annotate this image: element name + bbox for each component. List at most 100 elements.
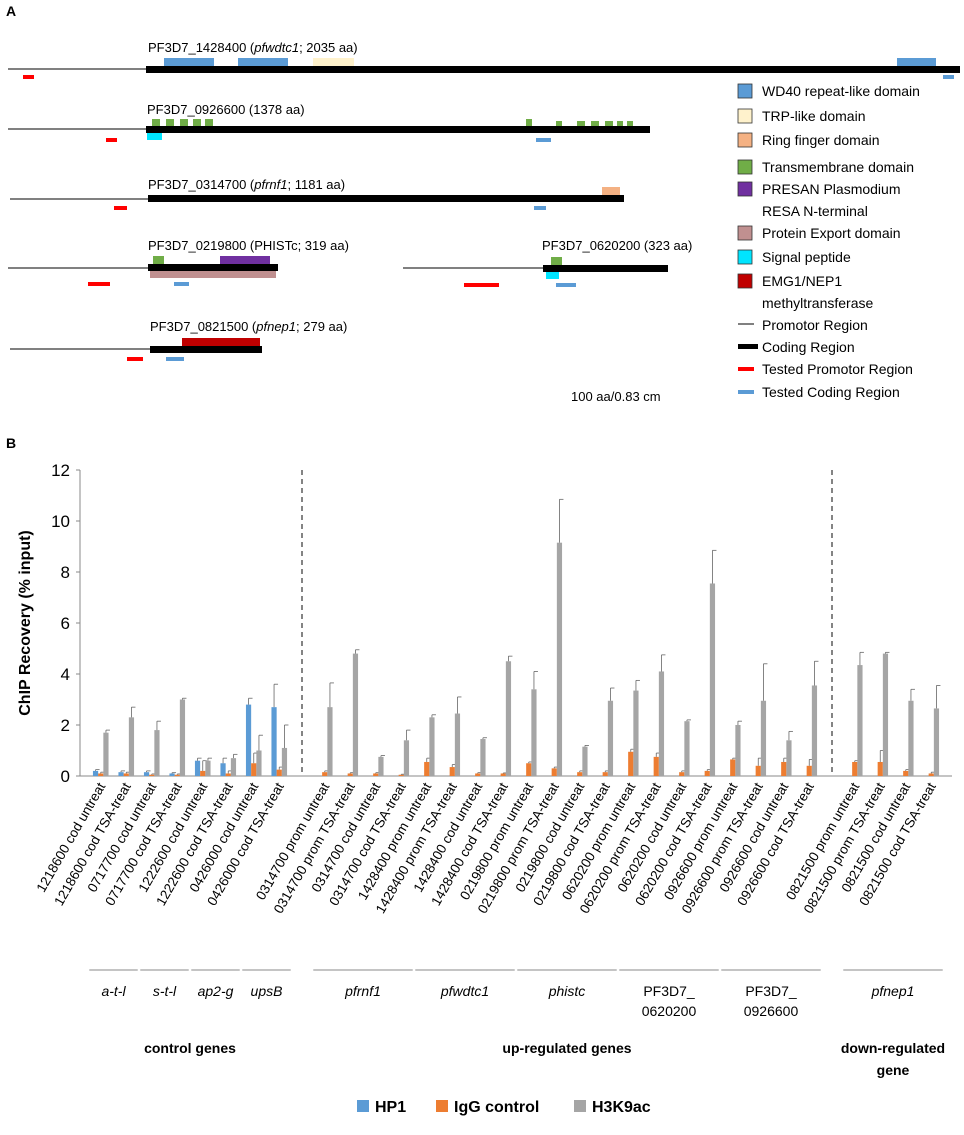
legend-swatch [737, 181, 753, 197]
legend-label: Promotor Region [762, 317, 868, 333]
tested-promoter [114, 206, 127, 210]
bar-h3k9ac [103, 732, 109, 776]
bar-h3k9ac [857, 665, 863, 776]
tested-coding [556, 283, 576, 287]
gene-label: PF3D7_0314700 (pfrnf1; 1181 aa) [148, 177, 345, 192]
tested-coding [943, 75, 954, 79]
bar-h3k9ac [607, 700, 614, 776]
legend-swatch [357, 1100, 369, 1112]
legend-label: TRP-like domain [762, 108, 865, 124]
bar-igg-control [347, 773, 353, 776]
legend-swatch [737, 83, 753, 99]
bar-igg-control [200, 770, 206, 776]
bar-igg-control [174, 774, 180, 776]
legend-swatch [737, 249, 753, 265]
scale-note: 100 aa/0.83 cm [571, 389, 661, 404]
bar-h3k9ac [179, 699, 186, 776]
tested-promoter [464, 283, 499, 287]
trp-domain [313, 58, 354, 66]
legend-swatch [738, 390, 754, 394]
legend-label: WD40 repeat-like domain [762, 83, 920, 99]
bar-igg-control [424, 761, 430, 776]
legend-swatch [737, 159, 753, 175]
bar-h3k9ac [933, 708, 940, 776]
bar-h3k9ac [735, 725, 741, 776]
bar-h3k9ac [128, 717, 135, 776]
legend-swatch [737, 108, 753, 124]
bar-h3k9ac [230, 758, 237, 776]
gene-label: PF3D7_0926600 (1378 aa) [147, 102, 305, 117]
gene-group-label: pfnep1 [871, 983, 915, 999]
panel-a-letter: A [6, 3, 16, 19]
tm-domain [627, 121, 633, 126]
bar-igg-control [500, 773, 506, 776]
tested-coding [166, 357, 184, 361]
tm-domain [193, 119, 201, 126]
y-tick-label: 12 [51, 461, 70, 480]
bar-igg-control [852, 761, 858, 776]
legend-label: H3K9ac [592, 1099, 651, 1116]
coding-bar [148, 264, 278, 271]
bar-igg-control [602, 772, 608, 776]
wd40-domain [897, 58, 936, 66]
bar-hp1 [220, 763, 226, 776]
gene-group-label: pfwdtc1 [440, 983, 489, 999]
tm-domain [180, 119, 188, 126]
ring-finger-domain [602, 187, 620, 195]
bar-igg-control [877, 761, 883, 776]
gene-0620200: PF3D7_0620200 (323 aa) [403, 238, 692, 287]
legend-label: Ring finger domain [762, 132, 880, 148]
legend-label: EMG1/NEP1 [762, 273, 842, 289]
bar-h3k9ac [658, 671, 665, 776]
bar-h3k9ac [556, 542, 563, 776]
bar-h3k9ac [429, 717, 435, 776]
bar-igg-control [475, 773, 481, 776]
bar-h3k9ac [882, 653, 889, 776]
tested-promoter [127, 357, 143, 361]
bar-igg-control [251, 763, 257, 776]
bar-igg-control [577, 772, 583, 776]
bar-h3k9ac [505, 661, 512, 776]
tested-promoter [106, 138, 117, 142]
bar-igg-control [551, 768, 557, 776]
tm-domain [205, 119, 213, 126]
panel-b-letter: B [6, 435, 16, 451]
bar-h3k9ac [403, 740, 410, 776]
tm-domain [152, 119, 160, 126]
legend-label: Protein Export domain [762, 225, 901, 241]
bar-hp1 [143, 772, 150, 776]
gene-0314700: PF3D7_0314700 (pfrnf1; 1181 aa) [10, 177, 624, 210]
bar-h3k9ac [684, 721, 690, 776]
bar-h3k9ac [531, 689, 537, 776]
bar-h3k9ac [582, 746, 588, 776]
gene-group-label: ap2-g [198, 983, 234, 999]
y-tick-label: 4 [61, 665, 70, 684]
gene-label: PF3D7_0821500 (pfnep1; 279 aa) [150, 319, 347, 334]
legend-label: Transmembrane domain [762, 159, 914, 175]
bar-hp1 [169, 773, 175, 776]
bar-igg-control [628, 751, 634, 776]
domain-legend: WD40 repeat-like domain TRP-like domain Ri… [737, 83, 920, 400]
gene-0821500: PF3D7_0821500 (pfnep1; 279 aa) [10, 319, 347, 361]
coding-bar [148, 195, 624, 202]
bar-igg-control [781, 761, 787, 776]
bar-h3k9ac [154, 730, 160, 776]
legend-label: PRESAN Plasmodium [762, 181, 901, 197]
legend-swatch [574, 1100, 586, 1112]
bar-igg-control [276, 769, 282, 776]
bar-h3k9ac [811, 685, 818, 776]
bar-h3k9ac [205, 760, 211, 776]
bar-igg-control [704, 770, 710, 776]
bar-igg-control [123, 773, 129, 776]
signal-peptide [147, 133, 162, 140]
tm-domain [617, 121, 623, 126]
legend-label: Tested Coding Region [762, 384, 900, 400]
bar-h3k9ac [256, 750, 262, 776]
gene-group-label: PF3D7_ [643, 983, 695, 999]
tested-coding [534, 206, 546, 210]
gene-label: PF3D7_1428400 (pfwdtc1; 2035 aa) [148, 40, 358, 55]
bar-hp1 [92, 770, 99, 776]
bar-h3k9ac [908, 700, 914, 776]
bar-igg-control [225, 773, 231, 776]
legend-swatch [737, 225, 753, 241]
